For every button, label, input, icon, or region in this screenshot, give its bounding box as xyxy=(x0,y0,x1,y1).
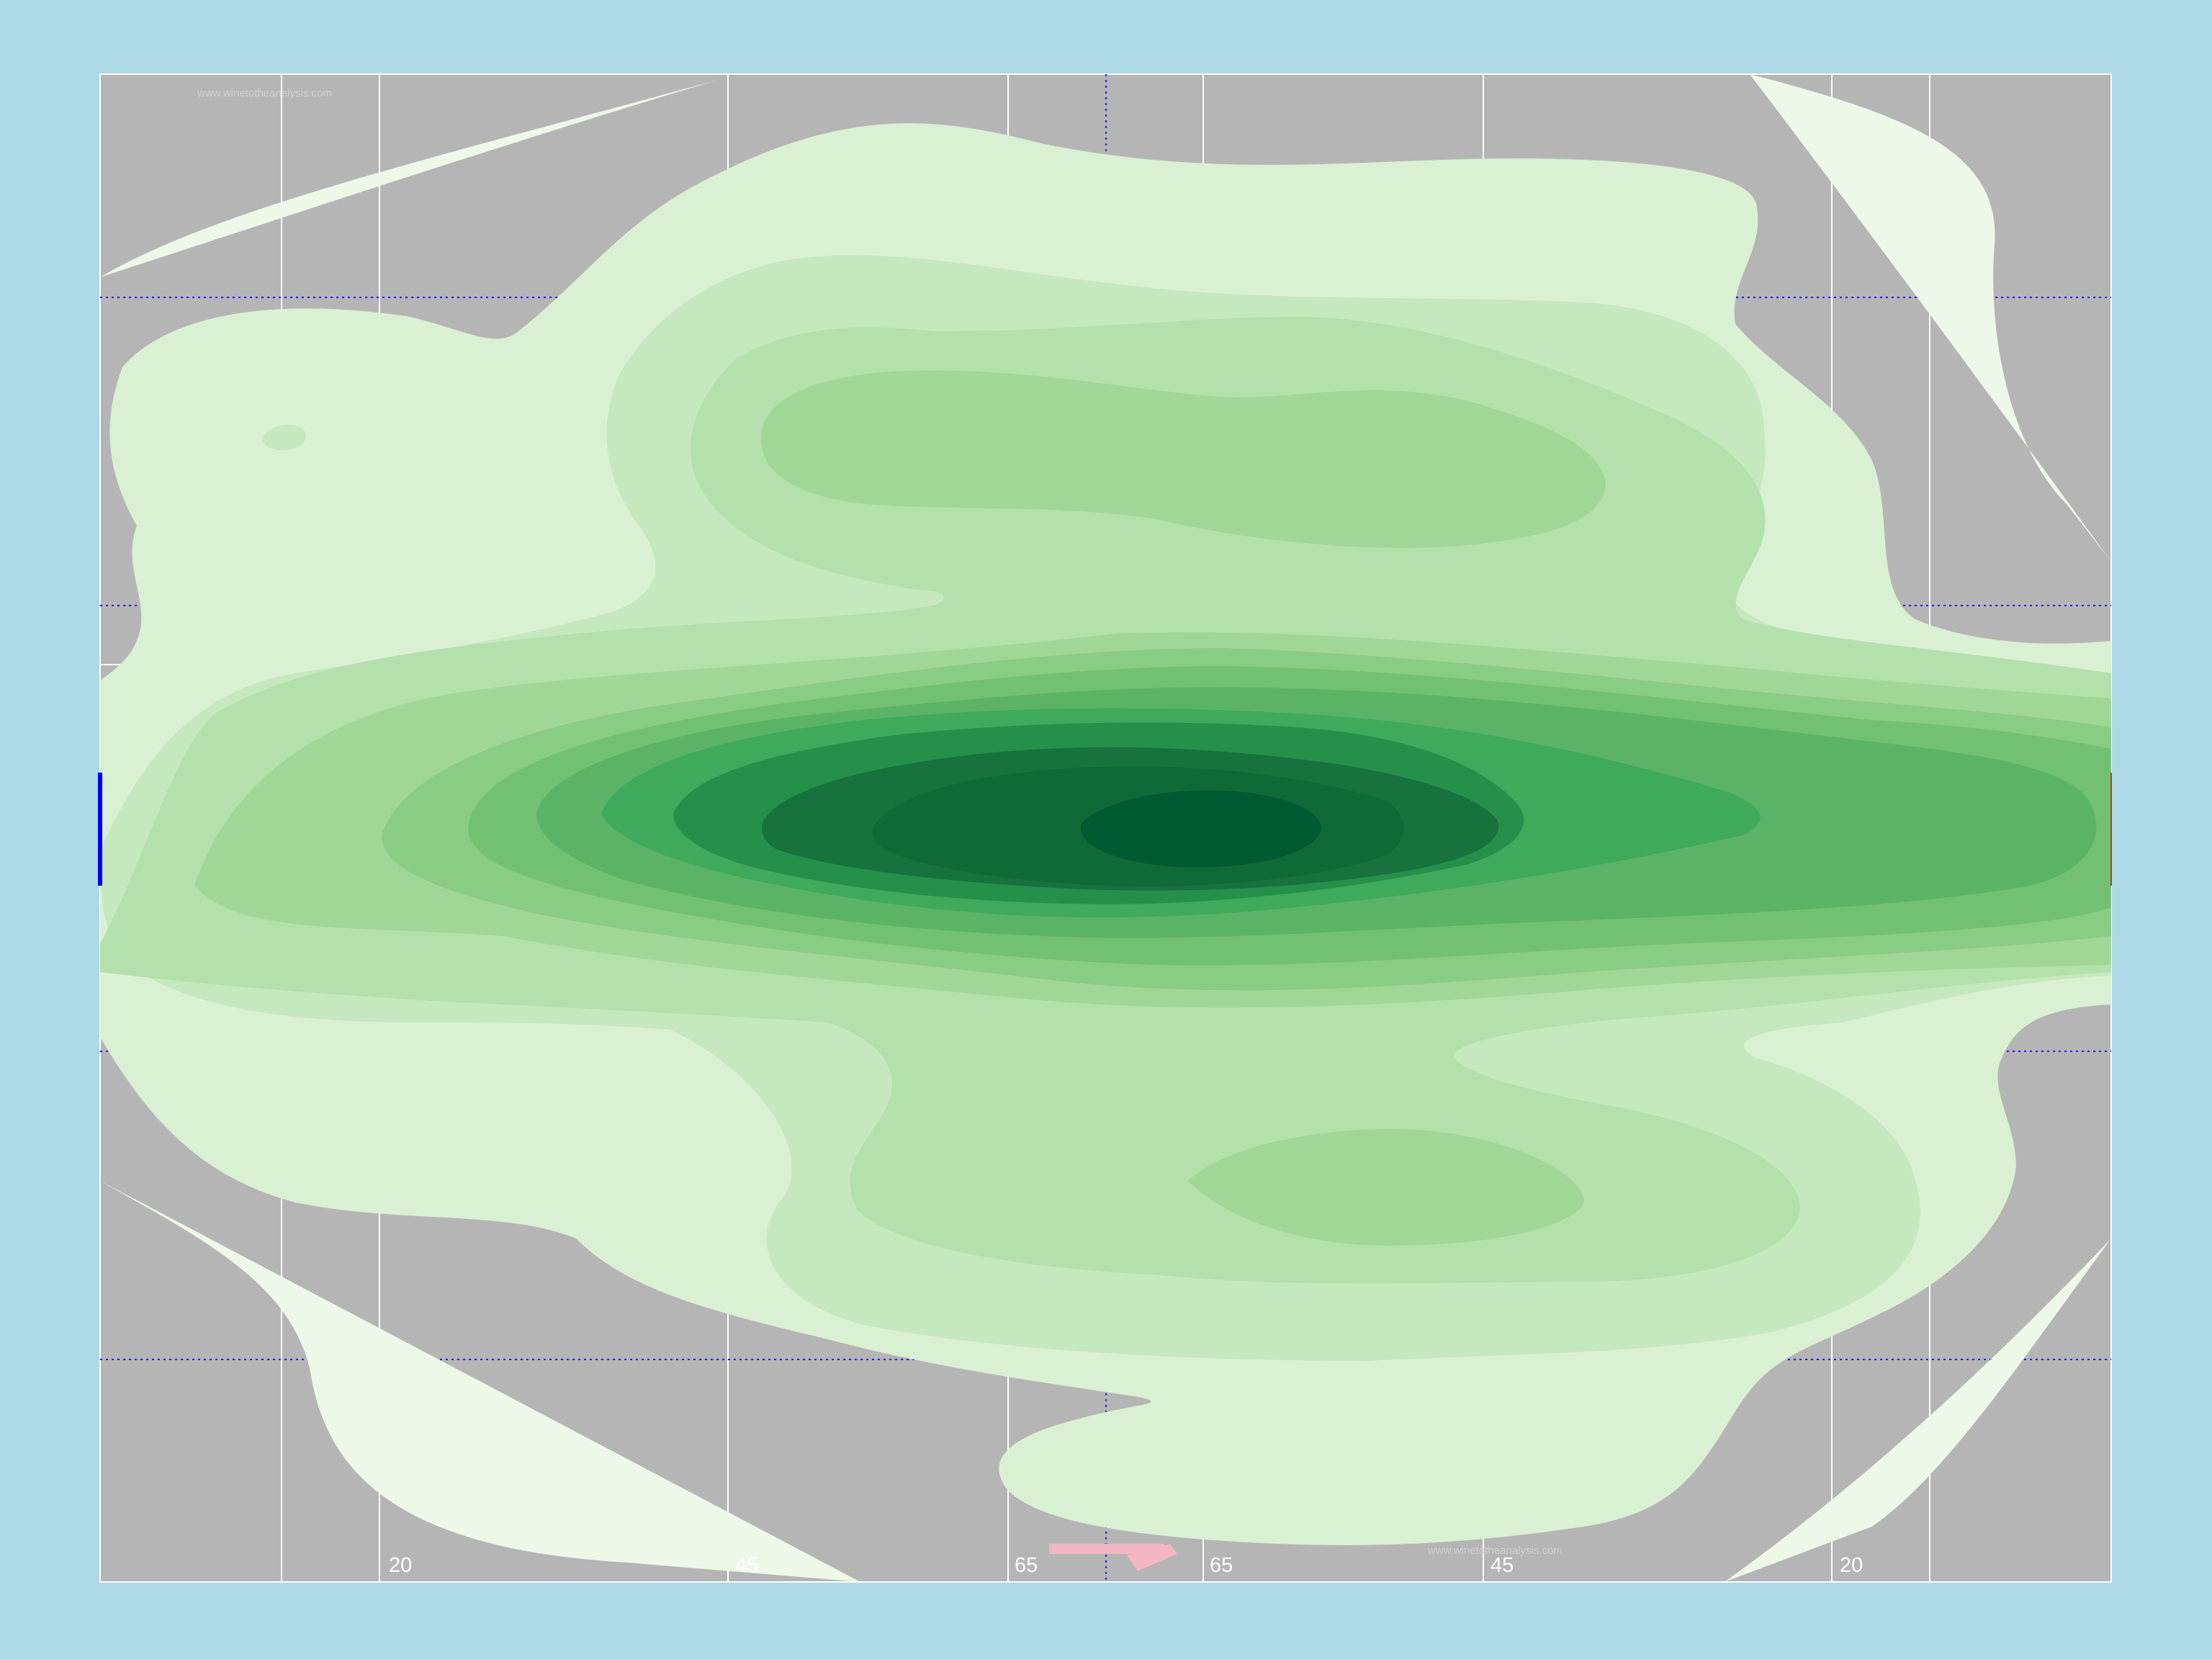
yard-label-65-left: 65 xyxy=(1015,1554,1038,1577)
yard-label-20-right: 20 xyxy=(1840,1554,1863,1577)
yard-label-45-right: 45 xyxy=(1491,1554,1514,1577)
yard-label-65-right: 65 xyxy=(1210,1554,1233,1577)
yard-label-20-left: 20 xyxy=(389,1554,412,1577)
watermark-top: www.winetotheanalysis.com xyxy=(197,87,332,99)
yard-label-45-left: 45 xyxy=(735,1554,758,1577)
